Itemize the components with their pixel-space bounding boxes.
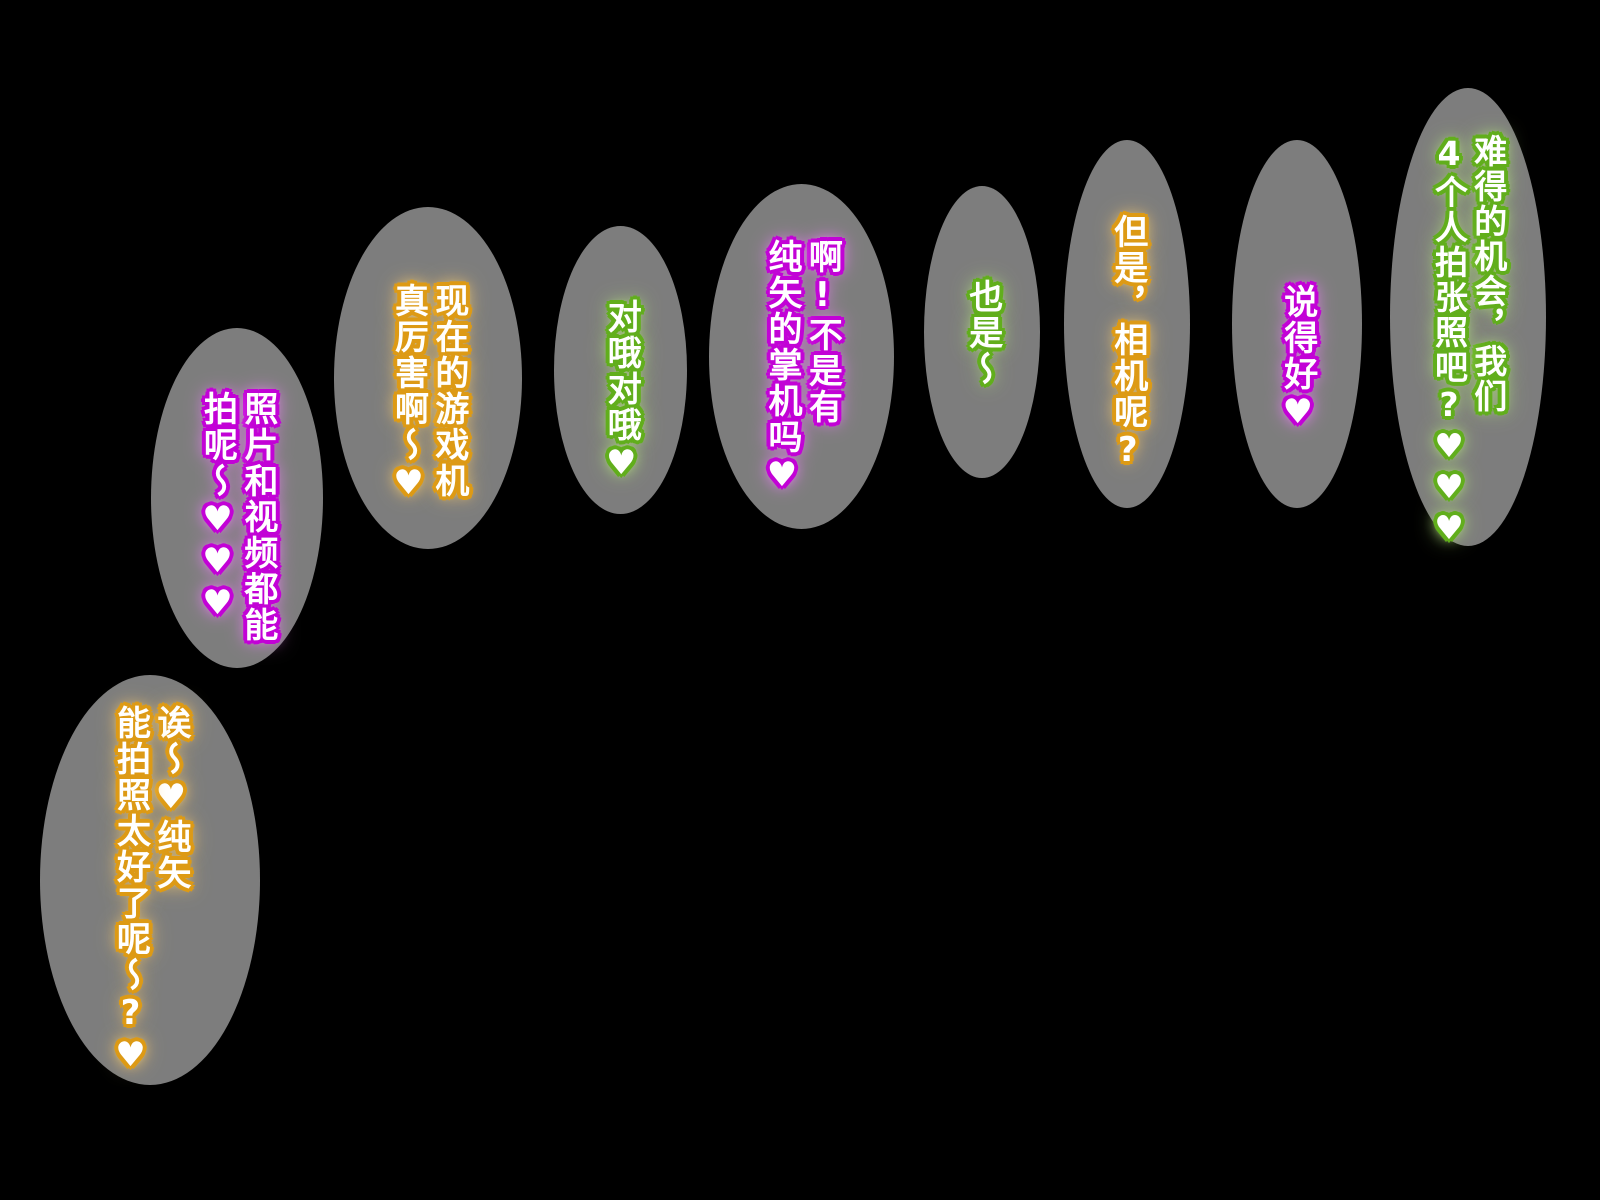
speech-bubble-8: 说得好♥ [1232, 140, 1362, 508]
speech-bubble-6: 也是～ [924, 186, 1040, 478]
text-column: 啊!不是有 [802, 239, 843, 425]
bubble-text: 对哦对哦♥ [599, 299, 642, 485]
speech-bubble-7: 但是，相机呢? [1064, 140, 1190, 508]
text-column: 真厉害啊～♥ [388, 283, 429, 505]
text-column: 4个人拍张照吧?♥♥♥ [1429, 134, 1469, 549]
text-column: 拍呢～♥♥♥ [197, 391, 238, 625]
text-column: 诶～♥纯矢 [150, 705, 191, 891]
bubble-text: 诶～♥纯矢 能拍照太好了呢～?♥ [108, 705, 192, 1077]
speech-bubble-1: 诶～♥纯矢 能拍照太好了呢～?♥ [40, 675, 260, 1085]
text-column: 对哦对哦♥ [601, 299, 642, 485]
speech-bubble-9: 难得的机会，我们 4个人拍张照吧?♥♥♥ [1390, 88, 1546, 549]
bubble-text: 也是～ [960, 279, 1003, 387]
bubble-text: 啊!不是有 纯矢的掌机吗♥ [760, 239, 844, 497]
bubble-text: 现在的游戏机 真厉害啊～♥ [386, 283, 470, 505]
text-column: 照片和视频都能 [237, 391, 278, 643]
bubble-text: 照片和视频都能 拍呢～♥♥♥ [195, 391, 279, 643]
text-column: 也是～ [962, 279, 1003, 387]
text-column: 说得好♥ [1277, 284, 1318, 434]
bubble-text: 说得好♥ [1275, 284, 1318, 434]
text-column: 但是，相机呢? [1107, 214, 1148, 472]
text-column: 难得的机会，我们 [1468, 134, 1508, 414]
bubble-text: 难得的机会，我们 4个人拍张照吧?♥♥♥ [1427, 134, 1509, 549]
text-column: 现在的游戏机 [428, 283, 469, 499]
speech-bubble-4: 对哦对哦♥ [554, 226, 687, 514]
text-column: 纯矢的掌机吗♥ [762, 239, 802, 497]
text-column: 能拍照太好了呢～?♥ [110, 705, 151, 1077]
speech-bubble-5: 啊!不是有 纯矢的掌机吗♥ [709, 184, 894, 529]
bubble-text: 但是，相机呢? [1105, 214, 1148, 472]
speech-bubble-3: 现在的游戏机 真厉害啊～♥ [334, 207, 522, 549]
speech-bubble-2: 照片和视频都能 拍呢～♥♥♥ [151, 328, 323, 668]
